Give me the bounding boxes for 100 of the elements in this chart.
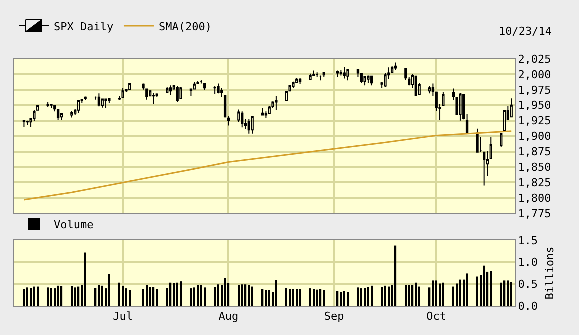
candlestick	[322, 71, 326, 78]
bar	[54, 288, 56, 306]
bar	[30, 288, 32, 306]
bar	[483, 266, 486, 306]
bar	[94, 288, 97, 306]
bar	[37, 286, 39, 306]
bar	[60, 286, 63, 306]
bar	[98, 285, 100, 306]
bar	[289, 288, 291, 306]
bar	[411, 285, 414, 306]
bar	[101, 286, 104, 306]
bar	[316, 290, 318, 306]
bar	[309, 288, 312, 306]
candlestick	[275, 96, 278, 111]
bar	[156, 288, 158, 306]
bar	[118, 282, 121, 306]
bar	[241, 284, 244, 306]
candlestick	[98, 93, 101, 108]
y-tick-label: 1,900	[518, 130, 552, 144]
text: 10/23/14	[499, 25, 552, 38]
candlestick	[214, 86, 216, 95]
bar	[299, 288, 302, 306]
bar	[367, 287, 370, 306]
bar	[459, 280, 462, 306]
x-tick-label: Aug	[218, 310, 239, 324]
bar	[296, 288, 298, 306]
bar	[319, 289, 322, 306]
y-tick-label: 1,775	[518, 207, 552, 220]
candlestick	[128, 82, 132, 90]
bar	[432, 280, 434, 306]
candlestick	[251, 116, 254, 134]
candlestick	[298, 78, 302, 85]
bar	[204, 288, 206, 306]
bar	[405, 285, 407, 306]
y-tick-label: 1,875	[518, 146, 552, 159]
bar	[33, 286, 36, 306]
bar	[394, 246, 397, 306]
candlestick	[336, 70, 340, 78]
candlestick	[285, 91, 288, 101]
candlestick	[241, 111, 244, 128]
bar	[23, 289, 26, 306]
candlestick	[180, 86, 182, 100]
bar	[146, 285, 148, 306]
candlestick	[364, 76, 366, 86]
candlestick	[309, 73, 312, 81]
x-tick-label: Sep	[324, 310, 344, 324]
y-tick-label: 1,825	[518, 176, 552, 190]
bar	[125, 288, 128, 306]
bar	[408, 285, 410, 306]
y-tick-label: 2,000	[518, 68, 552, 82]
candlestick	[268, 106, 271, 115]
bar	[384, 286, 386, 306]
bar	[142, 288, 144, 306]
bar	[364, 288, 366, 306]
bar	[217, 284, 220, 306]
y-tick-label: 1.5	[518, 234, 538, 248]
bar	[357, 288, 360, 306]
bar	[268, 290, 270, 306]
x-tick-label: Jul	[113, 310, 133, 324]
legend-label: SPX Daily	[54, 20, 114, 34]
bar	[248, 285, 250, 306]
bar	[26, 288, 28, 306]
y-tick-label: 0.0	[518, 300, 538, 313]
y-tick-label: 2,025	[518, 52, 552, 66]
bar	[388, 286, 390, 306]
candlestick	[316, 72, 319, 78]
candlestick	[319, 75, 322, 82]
candlestick	[176, 86, 179, 103]
candlestick	[428, 86, 432, 94]
candlestick	[414, 76, 418, 96]
bar	[129, 290, 131, 306]
candlestick	[510, 98, 513, 118]
bar	[122, 286, 124, 306]
bar	[190, 288, 192, 306]
candlestick	[459, 92, 462, 122]
bar	[340, 292, 342, 306]
y-tick-label: 1,975	[518, 84, 552, 97]
y-tick-label: 1,850	[518, 161, 552, 174]
candlestick	[360, 72, 363, 84]
bar	[503, 280, 506, 306]
bar	[336, 291, 339, 306]
candlestick	[503, 110, 506, 132]
candlestick	[70, 110, 74, 118]
bar	[442, 282, 444, 306]
y-tick-label: 1,925	[518, 114, 552, 128]
bar	[347, 292, 349, 306]
bar	[418, 286, 420, 306]
candlestick	[77, 100, 80, 114]
candlestick	[370, 76, 374, 86]
bar	[149, 287, 152, 306]
y-tick-label: 1,800	[518, 192, 552, 206]
candlestick	[104, 98, 108, 109]
bar	[74, 288, 76, 306]
bar	[490, 271, 492, 306]
candlestick	[22, 120, 26, 128]
bar	[169, 282, 172, 306]
bar	[108, 274, 110, 306]
candlestick	[169, 85, 172, 96]
bar	[251, 286, 254, 306]
bar	[197, 285, 199, 306]
